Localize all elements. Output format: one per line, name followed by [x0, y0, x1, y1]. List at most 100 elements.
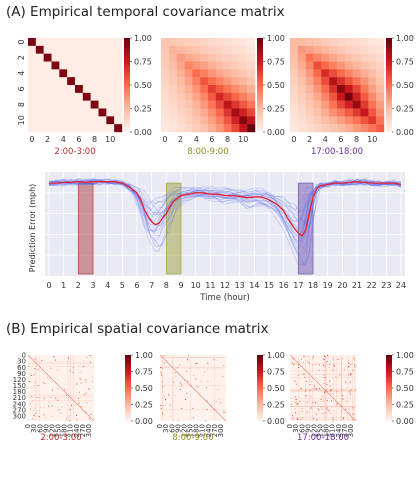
heatmap-cell: [184, 53, 193, 62]
heatmap-cell: [82, 45, 91, 54]
heatmap-cell: [231, 77, 240, 86]
heatmap-cell: [208, 61, 217, 70]
heatmap-cell: [59, 38, 68, 47]
heatmap-cell: [37, 385, 39, 387]
heatmap-cell: [321, 77, 330, 86]
heatmap-cell: [51, 92, 60, 101]
heatmap-cell: [329, 77, 338, 86]
heatmap-cell: [35, 61, 44, 70]
heatmap-cell: [208, 77, 217, 86]
heatmap-cell: [114, 38, 123, 47]
heatmap-cell: [200, 92, 209, 101]
heatmap-cell: [184, 85, 193, 94]
heatmap-cell: [376, 69, 385, 78]
heatmap-cell: [77, 402, 79, 404]
heatmap-cell: [322, 406, 324, 408]
heatmap-cell: [206, 400, 208, 402]
heatmap-cell: [295, 412, 297, 414]
heatmap-cell: [303, 362, 304, 363]
heatmap-cell: [368, 124, 377, 133]
heatmap-cell: [231, 108, 240, 117]
y-tick-label: 0: [17, 39, 26, 44]
x-tick-label: 240: [335, 424, 343, 437]
x-tick-label: 0: [291, 135, 296, 144]
heatmap-cell: [322, 370, 324, 372]
heatmap-cell: [200, 61, 209, 70]
x-tick-label: 150: [187, 424, 195, 437]
heatmap-cell: [67, 357, 69, 359]
colorbar: [386, 38, 392, 132]
heatmap-cell: [352, 407, 354, 409]
heatmap-cell: [81, 406, 83, 408]
heatmap-cell: [329, 124, 338, 133]
heatmap-cell: [106, 77, 115, 86]
heatmap-cell: [231, 85, 240, 94]
heatmap-cell: [176, 92, 185, 101]
colorbar-tick-label: 1.00: [135, 351, 153, 360]
heatmap-cell: [67, 124, 76, 133]
heatmap-cell: [90, 414, 92, 415]
heatmap-cell: [337, 358, 339, 360]
x-tick-label: 8: [354, 135, 359, 144]
heatmap-cell: [193, 417, 195, 419]
heatmap-cell: [344, 53, 353, 62]
heatmap-cell: [306, 402, 308, 404]
heatmap-cell: [239, 45, 248, 54]
heatmap-cell: [292, 418, 294, 420]
heatmap-cell: [350, 374, 352, 375]
heatmap-cell: [350, 389, 352, 391]
heatmap-cell: [208, 116, 217, 125]
heatmap-cell: [83, 394, 85, 396]
heatmap-cell: [296, 417, 298, 419]
x-tick-label: 10: [238, 135, 248, 144]
heatmap-cell: [247, 124, 256, 133]
heatmap-cell: [82, 92, 91, 101]
sample-series-line: [48, 179, 402, 224]
heatmap-cell: [376, 53, 385, 62]
heatmap-cell: [168, 92, 177, 101]
x-tick-label: 270: [79, 424, 87, 437]
heatmap-cell: [114, 77, 123, 86]
heatmap-cell: [59, 92, 68, 101]
heatmap-cell: [376, 77, 385, 86]
heatmap-cell: [57, 399, 59, 401]
heatmap-cell: [186, 370, 188, 372]
heatmap-cell: [37, 368, 39, 370]
heatmap-cell: [321, 38, 330, 47]
mean-series-line: [49, 181, 402, 237]
heatmap-cell: [349, 364, 351, 366]
heatmap-cell: [161, 116, 170, 125]
heatmap-cell: [106, 100, 115, 109]
x-tick-label: 8: [92, 135, 97, 144]
heatmap-cell: [299, 401, 301, 403]
colorbar-tick-label: 0.25: [134, 105, 152, 114]
heatmap-cell: [336, 391, 338, 393]
section-b-title: (B) Empirical spatial covariance matrix: [6, 321, 268, 337]
heatmap-cell: [175, 375, 177, 377]
x-tick-label: 20: [337, 281, 347, 290]
heatmap-cell: [72, 372, 74, 373]
heatmap-cell: [215, 100, 224, 109]
heatmap-cell: [98, 100, 107, 109]
heatmap-cell: [43, 100, 52, 109]
heatmap-cell: [200, 108, 209, 117]
heatmap-cell: [59, 53, 68, 62]
heatmap-cell: [328, 410, 330, 412]
heatmap-cell: [360, 100, 369, 109]
heatmap-cell: [313, 92, 322, 101]
heatmap-cell: [297, 108, 306, 117]
heatmap-cell: [80, 382, 82, 384]
x-tick-label: 17: [293, 281, 303, 290]
heatmap-cell: [305, 77, 314, 86]
heatmap-cell: [376, 124, 385, 133]
heatmap-cell: [67, 53, 76, 62]
x-tick-label: 120: [180, 424, 188, 437]
heatmap-cell: [239, 116, 248, 125]
heatmap-cell: [76, 419, 78, 421]
heatmap-cell: [376, 61, 385, 70]
heatmap-cell: [337, 403, 338, 405]
x-tick-label: 180: [193, 424, 201, 437]
heatmap-cell: [376, 92, 385, 101]
heatmap-cell: [307, 356, 309, 358]
heatmap-cell: [208, 108, 217, 117]
